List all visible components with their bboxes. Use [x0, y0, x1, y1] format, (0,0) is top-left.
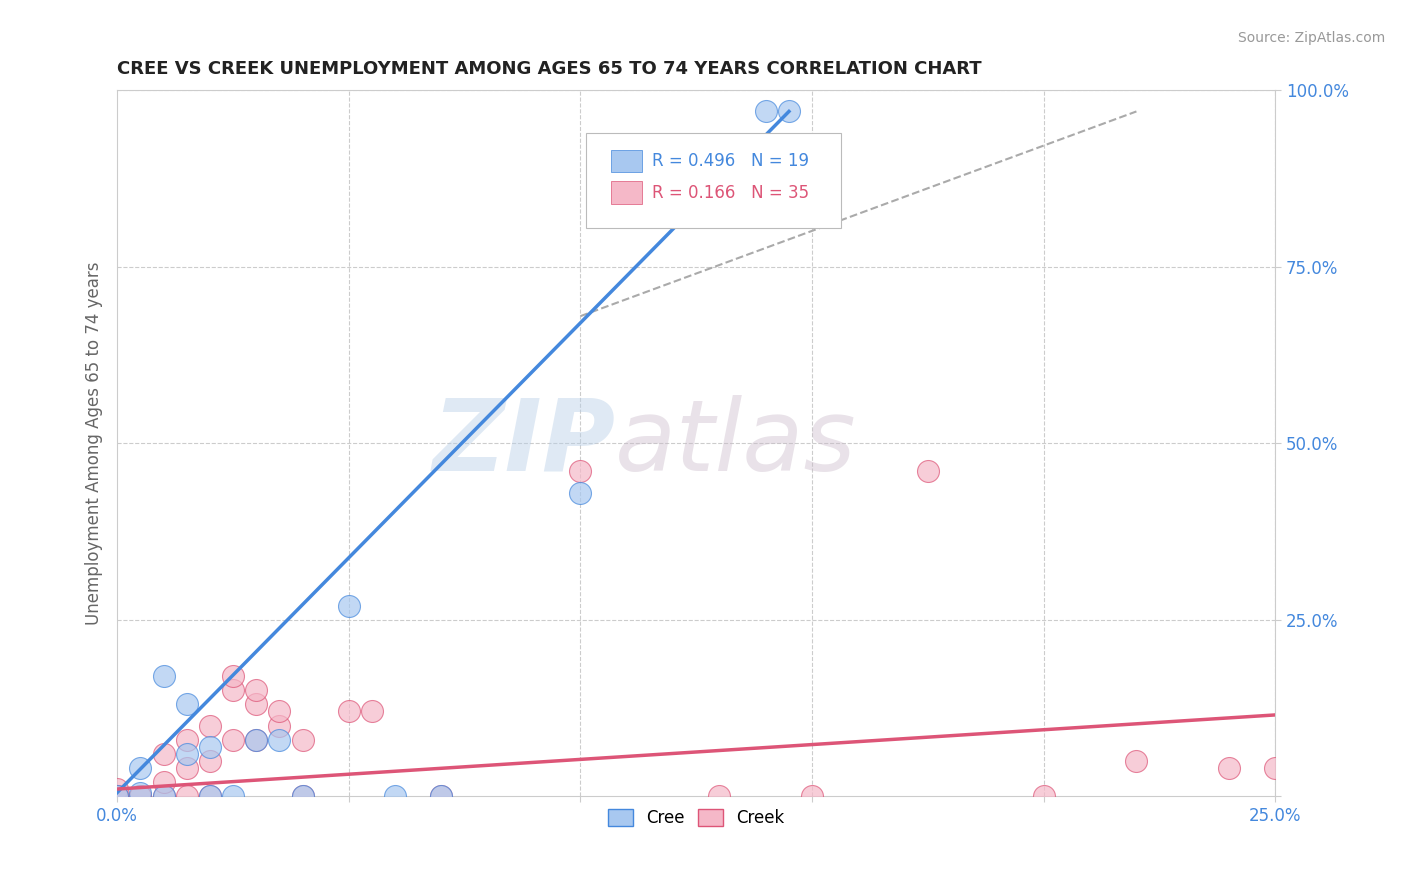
Point — [1125, 754, 1147, 768]
Point — [129, 789, 152, 803]
Text: R = 0.496   N = 19: R = 0.496 N = 19 — [652, 152, 810, 169]
Point — [222, 789, 245, 803]
FancyBboxPatch shape — [586, 133, 841, 227]
Point — [176, 732, 198, 747]
Point — [105, 789, 128, 803]
Point — [917, 464, 939, 478]
Point — [105, 782, 128, 797]
Y-axis label: Unemployment Among Ages 65 to 74 years: Unemployment Among Ages 65 to 74 years — [86, 261, 103, 625]
Point — [245, 698, 267, 712]
Text: R = 0.166   N = 35: R = 0.166 N = 35 — [652, 184, 810, 202]
Point — [222, 669, 245, 683]
Point — [384, 789, 406, 803]
Point — [198, 789, 221, 803]
Point — [291, 789, 314, 803]
Legend: Cree, Creek: Cree, Creek — [602, 802, 792, 834]
Point — [801, 789, 824, 803]
Point — [291, 732, 314, 747]
Point — [222, 683, 245, 698]
Point — [198, 739, 221, 754]
Point — [269, 705, 291, 719]
Point — [105, 789, 128, 803]
Point — [337, 705, 360, 719]
Point — [361, 705, 384, 719]
Point — [152, 669, 174, 683]
Point — [245, 683, 267, 698]
Point — [129, 789, 152, 803]
Point — [245, 732, 267, 747]
Point — [176, 789, 198, 803]
Point — [129, 761, 152, 775]
Point — [129, 786, 152, 800]
Point — [778, 104, 800, 119]
Point — [1032, 789, 1054, 803]
Point — [430, 789, 453, 803]
Point — [269, 718, 291, 732]
Point — [152, 775, 174, 789]
Point — [176, 761, 198, 775]
Point — [198, 789, 221, 803]
Point — [152, 789, 174, 803]
Point — [198, 718, 221, 732]
Point — [105, 789, 128, 803]
Point — [222, 732, 245, 747]
Point — [176, 698, 198, 712]
Point — [269, 732, 291, 747]
Point — [1264, 761, 1286, 775]
Point — [152, 747, 174, 761]
Point — [1218, 761, 1240, 775]
Point — [152, 789, 174, 803]
FancyBboxPatch shape — [610, 181, 643, 204]
Text: Source: ZipAtlas.com: Source: ZipAtlas.com — [1237, 31, 1385, 45]
FancyBboxPatch shape — [610, 150, 643, 172]
Point — [198, 754, 221, 768]
Point — [569, 464, 592, 478]
Point — [569, 485, 592, 500]
Point — [337, 599, 360, 613]
Point — [430, 789, 453, 803]
Point — [755, 104, 778, 119]
Point — [176, 747, 198, 761]
Text: CREE VS CREEK UNEMPLOYMENT AMONG AGES 65 TO 74 YEARS CORRELATION CHART: CREE VS CREEK UNEMPLOYMENT AMONG AGES 65… — [117, 60, 981, 78]
Point — [291, 789, 314, 803]
Text: ZIP: ZIP — [432, 394, 616, 491]
Point — [709, 789, 731, 803]
Text: atlas: atlas — [616, 394, 856, 491]
Point — [245, 732, 267, 747]
